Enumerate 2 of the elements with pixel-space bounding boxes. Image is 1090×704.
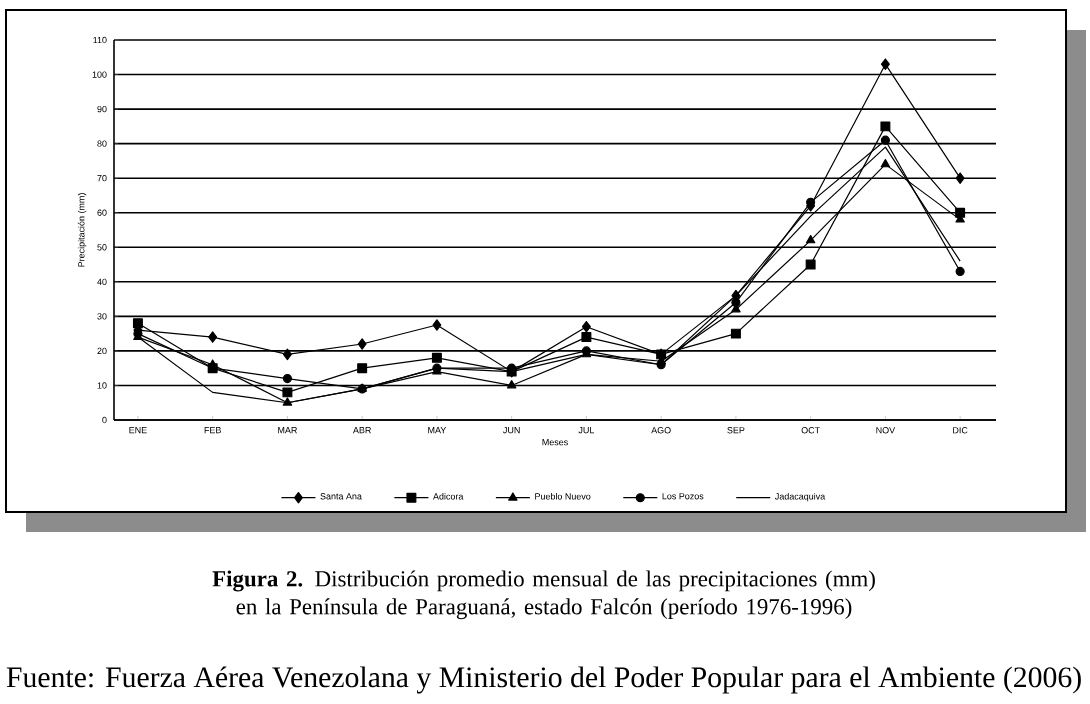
text: Figura 2. Distribución promedio mensual de las precipitaciones (mm) en la Península de Paraguaná, estado Falcón (período 1976-1996): [212, 570, 875, 620]
source-note: Fuente: Fuerza Aérea Venezolana y Ministerio del Poder Popular para el Ambiente (2006): [6, 666, 1081, 694]
